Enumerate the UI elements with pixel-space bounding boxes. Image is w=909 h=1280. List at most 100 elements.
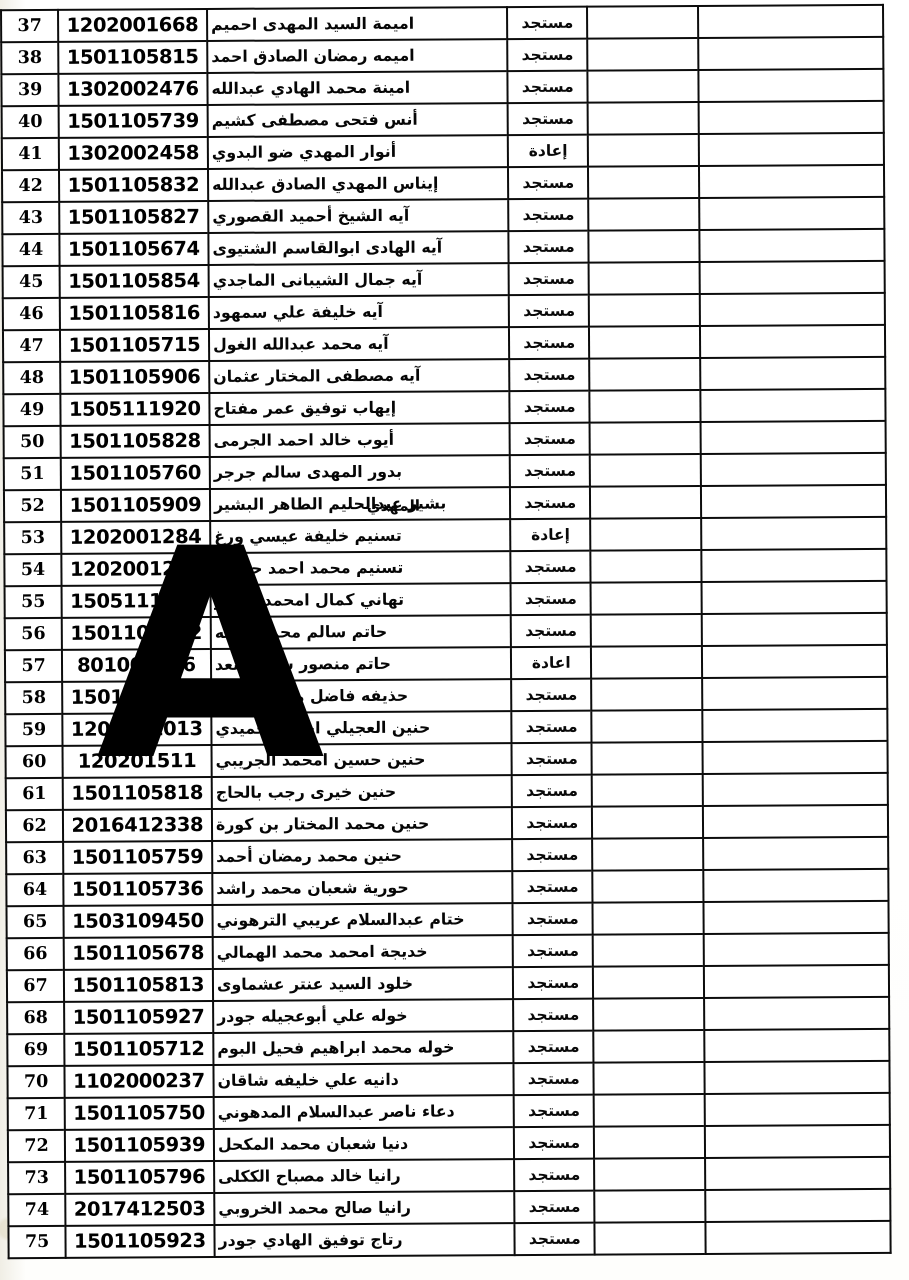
table-row: مستجد اميمة السيد المهدى احميم 1202001668 3… bbox=[1, 4, 884, 43]
cell-row-number: 75 bbox=[8, 1225, 66, 1259]
cell-blank-1 bbox=[700, 516, 887, 550]
name-text: اميمة السيد المهدى احميم bbox=[210, 13, 414, 34]
cell-name: حنين محمد رمضان أحمد bbox=[211, 839, 513, 873]
name-text: آيه خليفة علي سمهود bbox=[212, 301, 383, 322]
cell-row-number: 43 bbox=[2, 201, 60, 235]
cell-national-id: 1501105678 bbox=[63, 936, 213, 970]
cell-blank-2 bbox=[589, 293, 700, 327]
cell-national-id: 1501105832 bbox=[59, 168, 208, 202]
cell-blank-1 bbox=[704, 1156, 891, 1190]
cell-row-number: 55 bbox=[4, 585, 62, 619]
cell-status: مستجد bbox=[508, 294, 590, 328]
cell-name: رانيا صالح محمد الخروبي bbox=[213, 1191, 515, 1225]
cell-status: مستجد bbox=[510, 550, 591, 584]
table-row: مستجد آيه مصطفى المختار عثمان 1501105906 48 bbox=[3, 356, 886, 395]
cell-status: مستجد bbox=[507, 6, 588, 40]
cell-status: إعادة bbox=[507, 134, 589, 168]
cell-status: مستجد bbox=[512, 806, 593, 840]
cell-status: مستجد bbox=[508, 230, 589, 264]
cell-row-number: 38 bbox=[1, 41, 59, 75]
cell-blank-1 bbox=[699, 356, 886, 390]
table-row: مستجد رتاج توفيق الهادي جودر 1501105923 75 bbox=[8, 1220, 891, 1259]
cell-row-number: 57 bbox=[4, 649, 63, 683]
cell-national-id: 1501105712 bbox=[64, 1032, 213, 1066]
cell-status: مستجد bbox=[511, 678, 592, 712]
cell-blank-2 bbox=[593, 1061, 705, 1095]
cell-name: خلود السيد عنتر عشماوى bbox=[212, 967, 514, 1001]
cell-name: ختام عبدالسلام عريبي الترهوني bbox=[211, 903, 513, 937]
cell-blank-1 bbox=[704, 1060, 890, 1094]
name-text: آيه جمال الشيبانى الماجدي bbox=[212, 269, 422, 290]
cell-status: مستجد bbox=[507, 38, 588, 72]
cell-national-id: 1501105816 bbox=[59, 296, 209, 330]
cell-status: مستجد bbox=[509, 422, 591, 456]
name-text: آيه الهادى ابوالقاسم الشتيوى bbox=[211, 237, 442, 258]
cell-status: مستجد bbox=[514, 1158, 595, 1192]
table-row: إعادة أنوار المهدي ضو البدوي 1302002458 41 bbox=[1, 132, 884, 171]
cell-name: آيه جمال الشيبانى الماجدي bbox=[208, 263, 509, 297]
cell-blank-1 bbox=[698, 228, 885, 262]
cell-blank-2 bbox=[593, 997, 704, 1031]
cell-blank-1 bbox=[701, 644, 888, 678]
cell-national-id: 1202001668 bbox=[58, 8, 207, 42]
table-row: مستجد آيه الشيخ أحميد القصوري 1501105827 43 bbox=[2, 196, 885, 235]
cell-national-id: 1501105760 bbox=[60, 456, 210, 490]
table-row: مستجد إيهاب توفيق عمر مفتاح 1505111920 49 bbox=[3, 388, 886, 427]
cell-status: مستجد bbox=[510, 582, 592, 616]
cell-row-number: 60 bbox=[5, 745, 63, 779]
cell-blank-2 bbox=[594, 1189, 706, 1223]
cell-blank-1 bbox=[702, 836, 889, 870]
table-row: مستجد اميمه رمضان الصادق احمد 1501105815 38 bbox=[1, 36, 884, 75]
cell-row-number: 65 bbox=[6, 905, 64, 939]
cell-blank-1 bbox=[701, 708, 888, 742]
cell-blank-1 bbox=[697, 4, 884, 38]
name-text: آيه مصطفى المختار عثمان bbox=[212, 365, 420, 386]
cell-status: إعادة bbox=[510, 518, 591, 552]
cell-blank-1 bbox=[700, 420, 886, 454]
table-row: مستجد حنين محمد رمضان أحمد 1501105759 63 bbox=[6, 836, 889, 875]
table-row: مستجد رانيا خالد مصباح الككلى 1501105796 73 bbox=[8, 1156, 891, 1195]
cell-row-number: 40 bbox=[1, 105, 59, 139]
cell-name: خوله محمد ابراهيم فحيل البوم bbox=[212, 1031, 514, 1065]
cell-blank-2 bbox=[588, 165, 699, 199]
cell-blank-2 bbox=[588, 197, 699, 231]
cell-row-number: 52 bbox=[3, 489, 62, 523]
cell-blank-2 bbox=[590, 581, 702, 615]
cell-national-id: 2017412503 bbox=[65, 1192, 214, 1226]
cell-blank-1 bbox=[701, 612, 887, 646]
cell-blank-2 bbox=[587, 101, 699, 135]
cell-national-id: 1503109450 bbox=[63, 904, 213, 938]
cell-row-number: 74 bbox=[8, 1193, 66, 1227]
cell-status: مستجد bbox=[509, 390, 590, 424]
cell-status: مستجد bbox=[514, 1126, 595, 1160]
cell-blank-1 bbox=[698, 100, 884, 134]
cell-blank-2 bbox=[590, 517, 701, 551]
cell-blank-1 bbox=[699, 292, 885, 326]
table-row: مستجد دعاء ناصر عبدالسلام المدهوني 1501105… bbox=[7, 1092, 890, 1131]
cell-blank-1 bbox=[703, 900, 889, 934]
name-text: رانيا صالح محمد الخروبي bbox=[217, 1197, 411, 1218]
cell-name: أيوب خالد احمد الجرمى bbox=[209, 423, 510, 457]
cell-name: دعاء ناصر عبدالسلام المدهوني bbox=[213, 1095, 515, 1129]
cell-status: مستجد bbox=[509, 454, 591, 488]
cell-blank-2 bbox=[591, 677, 702, 711]
cell-name: إيناس المهدي الصادق عبدالله bbox=[207, 167, 509, 201]
cell-blank-1 bbox=[701, 580, 887, 614]
cell-status: مستجد bbox=[508, 262, 590, 296]
cell-blank-2 bbox=[592, 901, 704, 935]
cell-national-id: 1302002458 bbox=[58, 136, 208, 170]
cell-blank-2 bbox=[593, 1093, 705, 1127]
cell-national-id: 1505111920 bbox=[60, 392, 210, 426]
cell-blank-1 bbox=[703, 1028, 890, 1062]
cell-row-number: 58 bbox=[5, 681, 63, 715]
cell-blank-1 bbox=[702, 804, 889, 838]
cell-blank-1 bbox=[703, 964, 890, 998]
cell-blank-1 bbox=[699, 388, 886, 422]
cell-blank-1 bbox=[697, 36, 884, 70]
cell-blank-2 bbox=[587, 69, 699, 103]
table-row: مستجد بدور المهدى سالم جرجر 1501105760 51 bbox=[3, 452, 886, 491]
cell-row-number: 70 bbox=[7, 1065, 65, 1099]
cell-status: مستجد bbox=[508, 198, 589, 232]
name-text: خديجة امحمد محمد الهمالي bbox=[216, 941, 428, 962]
cell-blank-2 bbox=[589, 389, 701, 423]
